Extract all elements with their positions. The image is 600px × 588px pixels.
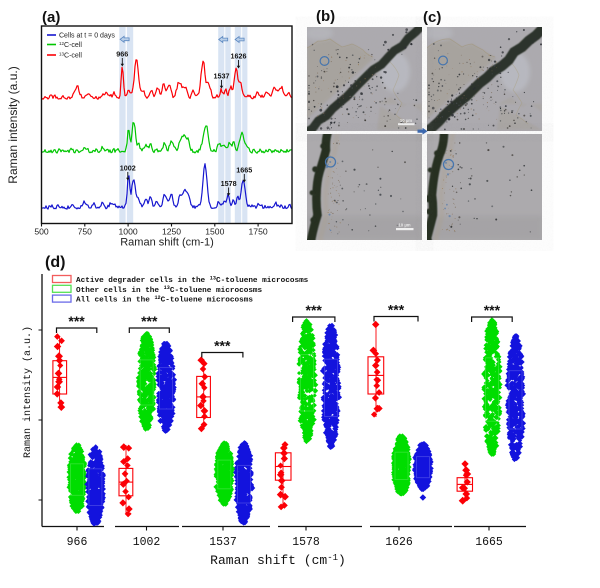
svg-text:***: ***	[484, 302, 501, 318]
svg-text:1665: 1665	[236, 166, 252, 175]
svg-text:All cells in the 12C-toluene m: All cells in the 12C-toluene microcosms	[76, 295, 253, 305]
svg-text:***: ***	[141, 313, 158, 329]
svg-text:1578: 1578	[221, 179, 237, 188]
svg-text:***: ***	[388, 302, 405, 318]
svg-text:13C-cell: 13C-cell	[59, 52, 82, 60]
svg-text:500: 500	[34, 227, 49, 237]
svg-text:Raman shift (cm-1): Raman shift (cm-1)	[210, 553, 346, 568]
svg-text:***: ***	[306, 302, 323, 318]
svg-text:1500: 1500	[205, 227, 224, 237]
svg-text:Active degrader cells in the 1: Active degrader cells in the 13C-toluene…	[76, 275, 309, 285]
svg-text:1000: 1000	[119, 227, 138, 237]
svg-text:1665: 1665	[475, 536, 503, 549]
svg-text:1250: 1250	[162, 227, 181, 237]
svg-text:(a): (a)	[42, 9, 60, 26]
svg-text:1537: 1537	[214, 72, 230, 81]
svg-text:Raman intensity (a.u.): Raman intensity (a.u.)	[22, 326, 34, 458]
svg-text:***: ***	[214, 338, 231, 354]
svg-text:1626: 1626	[385, 536, 413, 549]
svg-text:1537: 1537	[209, 536, 237, 549]
svg-text:(b): (b)	[316, 8, 335, 25]
svg-text:1002: 1002	[133, 536, 161, 549]
svg-text:(d): (d)	[45, 254, 65, 271]
svg-text:966: 966	[67, 536, 88, 549]
svg-text:1750: 1750	[249, 227, 268, 237]
svg-text:Raman shift (cm-1): Raman shift (cm-1)	[120, 237, 214, 249]
svg-text:1626: 1626	[231, 52, 247, 61]
svg-text:1578: 1578	[292, 536, 320, 549]
svg-text:Raman intensity (a.u.): Raman intensity (a.u.)	[6, 66, 20, 183]
svg-text:(c): (c)	[423, 9, 441, 26]
svg-text:***: ***	[68, 313, 85, 329]
svg-text:750: 750	[78, 227, 93, 237]
svg-text:966: 966	[116, 50, 128, 59]
svg-text:12C-cell: 12C-cell	[59, 41, 82, 49]
svg-text:1002: 1002	[120, 164, 136, 173]
svg-text:Other cells in the 13C-toluene: Other cells in the 13C-toluene microcosm…	[76, 285, 263, 295]
svg-text:Cells at t = 0 days: Cells at t = 0 days	[59, 33, 115, 40]
